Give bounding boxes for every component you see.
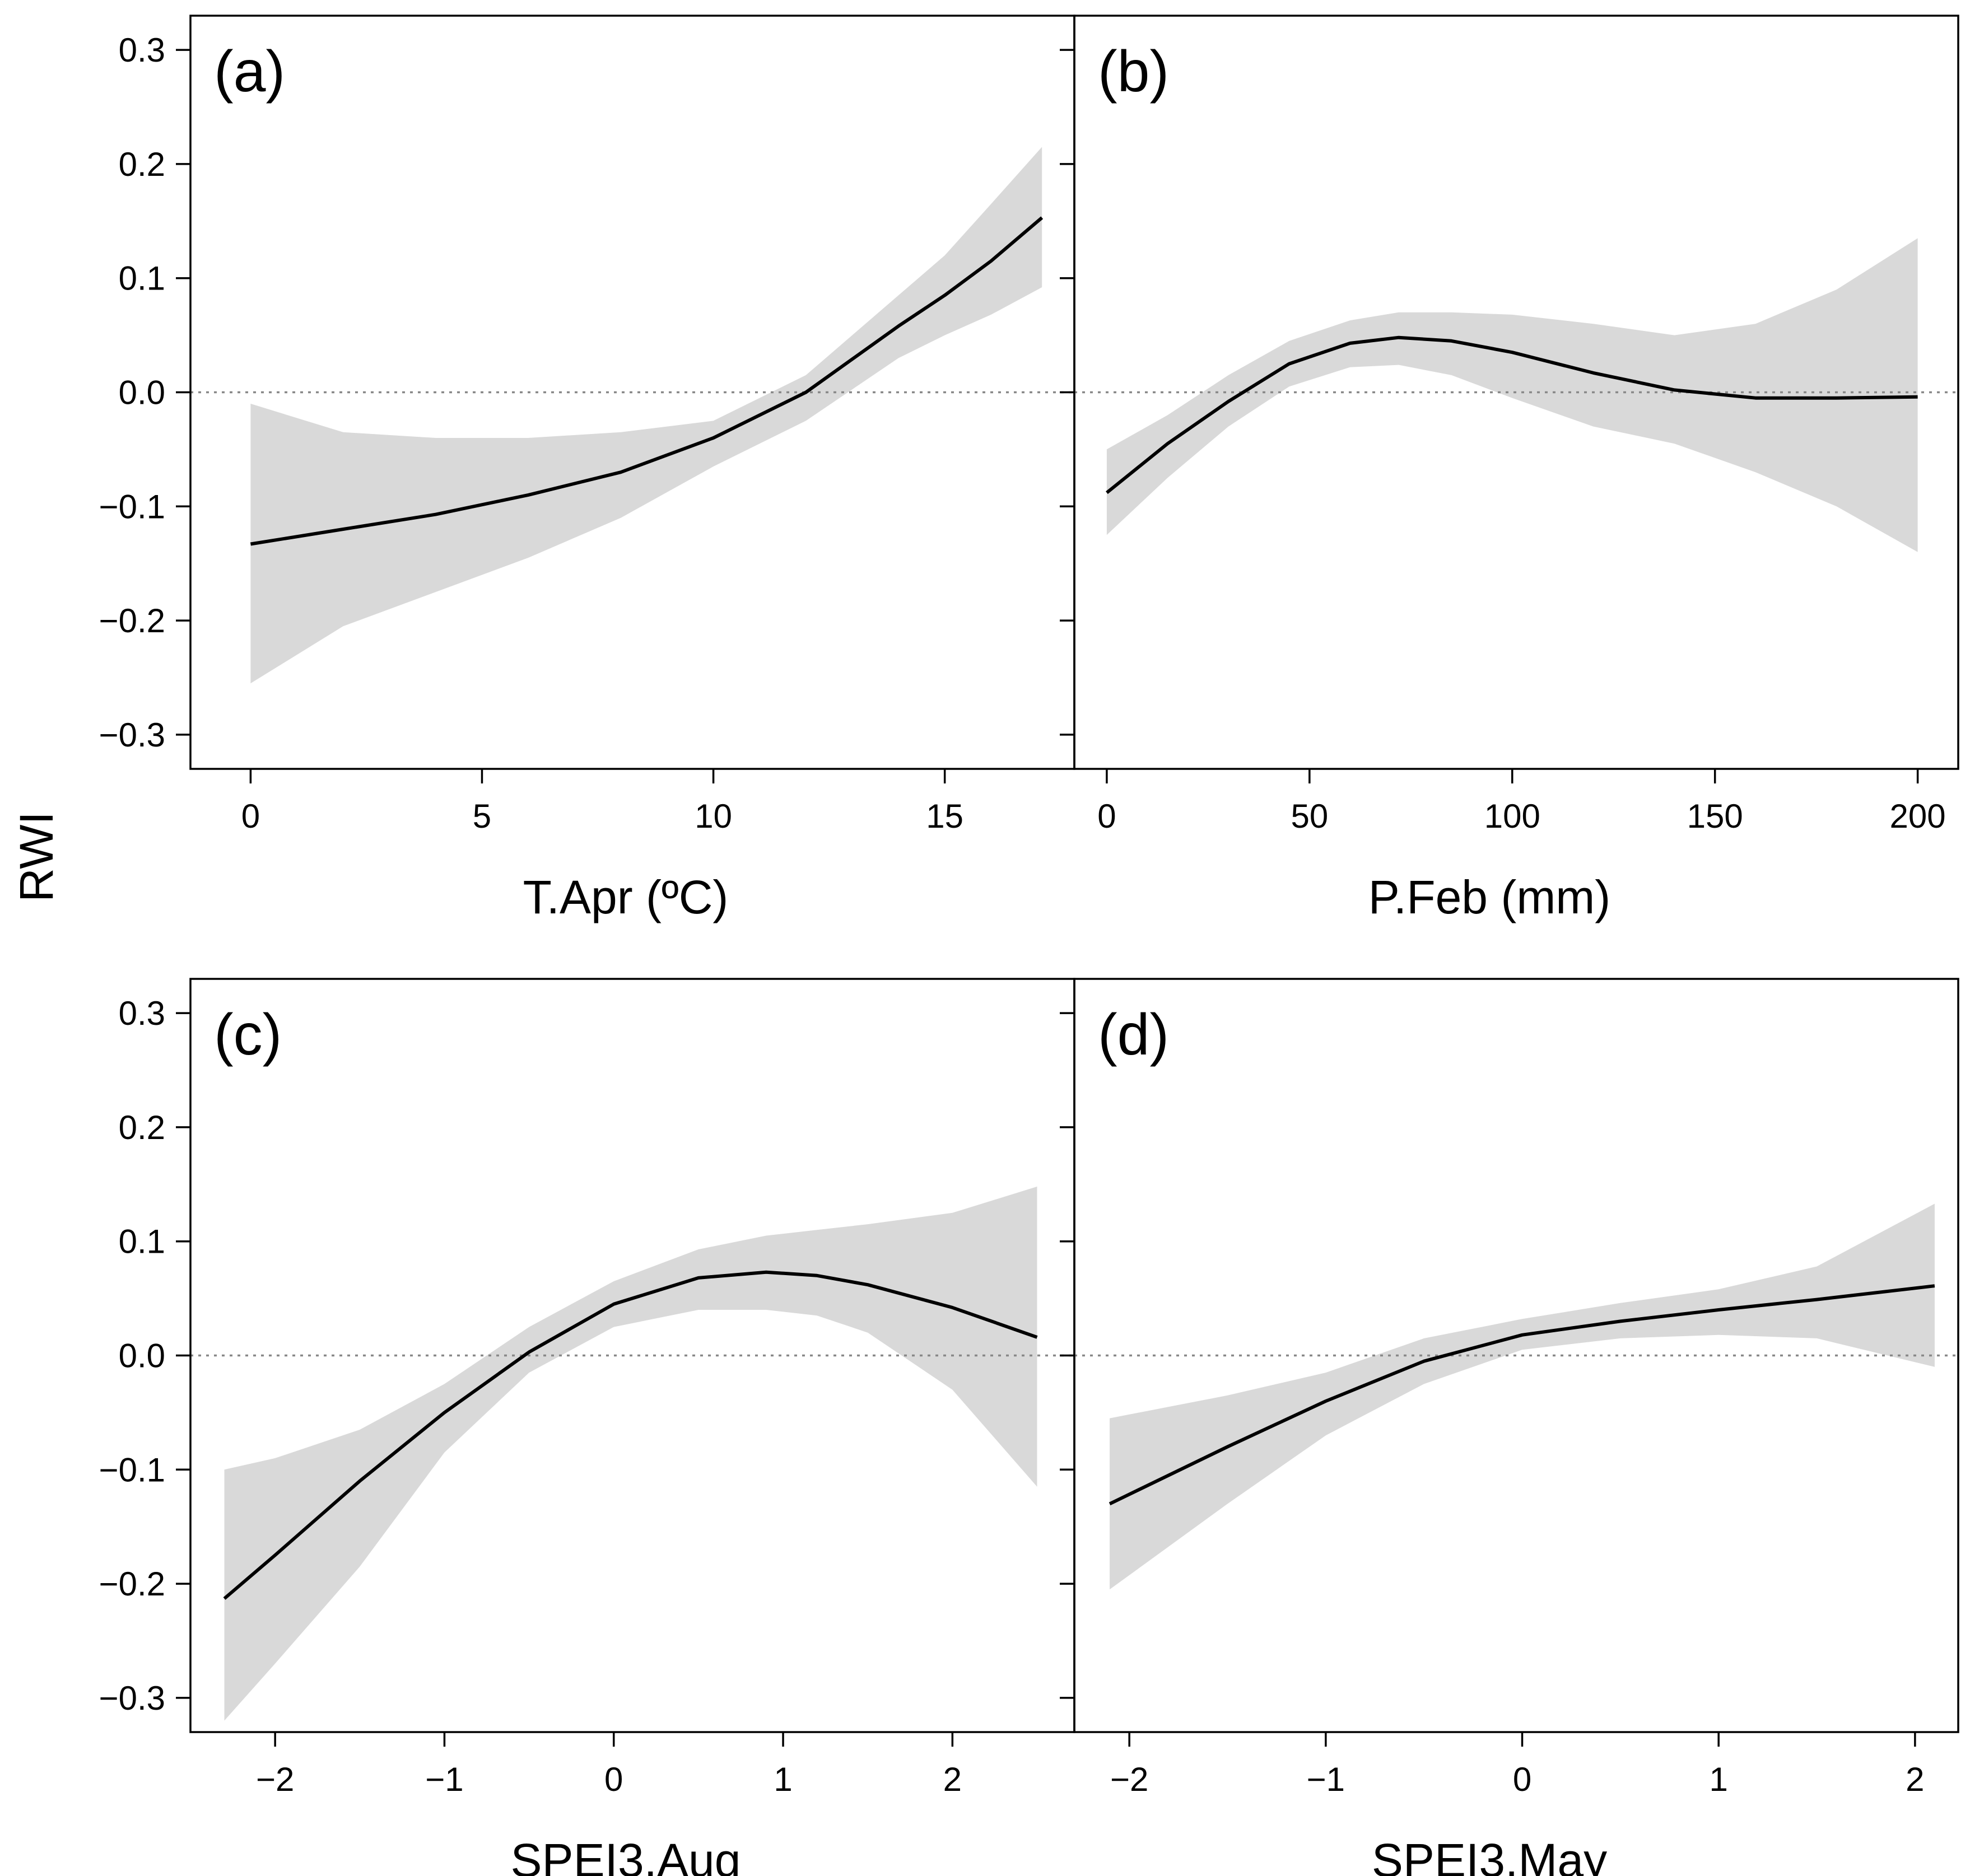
panel-2: 0 50 100 150 200 P.Feb (mm) (b) — [1060, 15, 1959, 923]
x-tick-label: 1 — [1709, 1761, 1727, 1798]
x-tick-label: 0 — [241, 797, 260, 835]
panel-1: 0.3 0.2 0.1 0.0 −0.1 −0.2 −0.3 0 5 10 15 T.Apr (ºC)… — [99, 15, 1075, 923]
x-tick-label: 1 — [774, 1761, 792, 1798]
panel-label: (c) — [214, 1002, 282, 1067]
x-tick-label: 15 — [926, 797, 963, 835]
y-tick-label: −0.3 — [99, 716, 165, 754]
panel-label: (a) — [214, 39, 285, 104]
y-tick-label: 0.1 — [119, 1223, 165, 1261]
x-tick-label: 100 — [1484, 797, 1540, 835]
y-tick-label: −0.3 — [99, 1679, 165, 1717]
fit-line — [1109, 1284, 1935, 1506]
confidence-band — [1106, 238, 1918, 552]
y-tick-label: −0.1 — [99, 488, 165, 525]
y-tick-label: 0.0 — [119, 374, 165, 412]
fit-line — [250, 216, 1044, 546]
x-axis-title: SPEI3.Aug — [511, 1834, 741, 1876]
confidence-band — [250, 147, 1042, 684]
x-tick-label: −1 — [1307, 1761, 1345, 1798]
panel-4: −2 −1 0 1 2 SPEI3.May (d) — [1060, 978, 1959, 1876]
x-axis-title: T.Apr (ºC) — [523, 871, 729, 923]
x-axis-title: SPEI3.May — [1372, 1834, 1607, 1876]
x-tick-label: 150 — [1687, 797, 1743, 835]
confidence-band — [224, 1186, 1037, 1721]
y-tick-label: 0.3 — [119, 995, 165, 1032]
x-tick-label: 5 — [473, 797, 491, 835]
panel-3: 0.3 0.2 0.1 0.0 −0.1 −0.2 −0.3 −2 −1 0 1 2 SPEI3.Aug… — [99, 978, 1075, 1876]
y-tick-label: 0.2 — [119, 146, 165, 183]
y-tick-label: 0.2 — [119, 1109, 165, 1146]
x-tick-label: 0 — [1097, 797, 1116, 835]
fit-line — [223, 1270, 1038, 1600]
x-tick-label: −2 — [256, 1761, 294, 1798]
fit-line — [1106, 335, 1918, 494]
x-tick-label: −2 — [1110, 1761, 1148, 1798]
x-tick-label: 50 — [1291, 797, 1328, 835]
x-tick-label: −1 — [425, 1761, 463, 1798]
x-tick-label: 2 — [943, 1761, 962, 1798]
y-tick-label: −0.2 — [99, 1565, 165, 1603]
y-tick-label: −0.1 — [99, 1451, 165, 1488]
x-tick-label: 200 — [1890, 797, 1946, 835]
y-tick-label: 0.1 — [119, 260, 165, 297]
panel-label: (b) — [1098, 39, 1169, 104]
y-axis-title: RWI — [10, 811, 63, 902]
x-axis-title: P.Feb (mm) — [1368, 871, 1611, 923]
x-tick-label: 2 — [1906, 1761, 1924, 1798]
y-tick-label: 0.0 — [119, 1337, 165, 1375]
x-tick-label: 0 — [604, 1761, 623, 1798]
confidence-band — [1110, 1203, 1935, 1590]
panels: 0.30.20.10.0−0.1−0.2−0.30 5 10 15T.Apr (ºC)… — [99, 15, 1959, 1876]
x-tick-label: 10 — [695, 797, 732, 835]
y-tick-label: −0.2 — [99, 602, 165, 640]
y-tick-label: 0.3 — [119, 31, 165, 69]
panel-label: (d) — [1098, 1002, 1169, 1067]
x-tick-label: 0 — [1513, 1761, 1531, 1798]
